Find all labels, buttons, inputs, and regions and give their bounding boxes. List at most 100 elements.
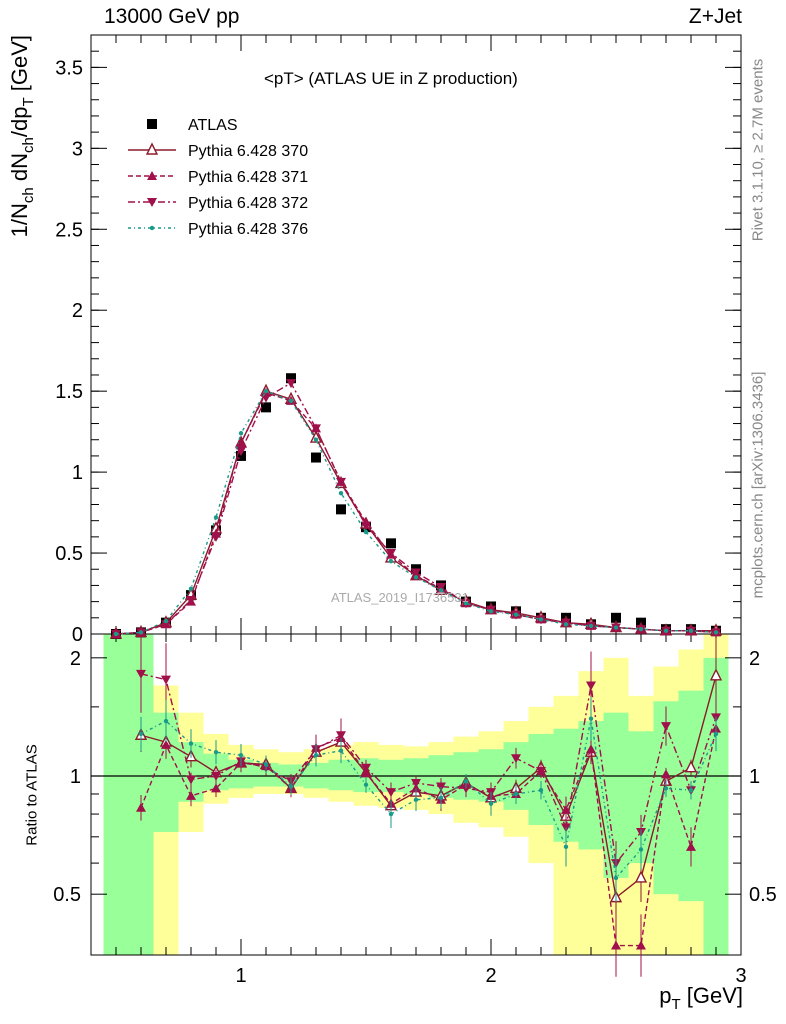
data-point <box>563 622 569 627</box>
ratio-data-point <box>211 772 221 782</box>
data-point <box>663 628 669 633</box>
ratio-data-point <box>186 790 196 800</box>
legend-marker <box>147 198 157 207</box>
ratio-data-point <box>688 788 694 793</box>
ratio-data-point <box>388 811 394 817</box>
ratio-series-pythia-6-428-376 <box>138 696 719 902</box>
ratio-data-point <box>263 762 269 767</box>
x-tick-label: 2 <box>485 965 496 987</box>
data-point <box>286 373 296 384</box>
ratio-data-point <box>413 797 419 802</box>
header-left-label: 13000 GeV pp <box>104 5 240 28</box>
ratio-data-point <box>411 778 421 788</box>
ratio-data-point <box>536 766 546 776</box>
legend-marker <box>147 119 157 129</box>
ratio-data-point <box>186 775 196 785</box>
data-point <box>311 424 321 434</box>
ratio-data-point <box>611 940 621 950</box>
y-tick-label: 3 <box>72 138 83 160</box>
data-point <box>313 437 319 442</box>
data-point <box>361 521 371 531</box>
y-axis-title: 1/Nch dNch/dpT [GeV] <box>7 35 37 237</box>
data-point <box>188 586 194 591</box>
y-tick-label: 2.5 <box>55 219 83 241</box>
header-right-label: Z+Jet <box>688 5 742 28</box>
ratio-data-point <box>538 788 544 793</box>
ratio-data-point <box>661 722 671 732</box>
y-tick-label: 0 <box>72 624 83 646</box>
ratio-data-point <box>288 784 294 789</box>
data-point <box>613 625 619 630</box>
ratio-y-axis-label: Ratio to ATLAS <box>23 744 41 846</box>
x-axis-title: pT [GeV] <box>659 983 743 1013</box>
data-point <box>363 529 369 535</box>
data-point <box>611 612 621 623</box>
legend-marker <box>147 171 157 180</box>
ratio-data-point <box>338 748 344 753</box>
mcplots-label: mcplots.cern.ch [arXiv:1306.3436] <box>749 371 767 599</box>
data-point <box>388 558 394 564</box>
series-pythia-6-428-376 <box>113 388 719 637</box>
ratio-data-point <box>713 731 719 737</box>
ratio-data-point <box>563 844 569 850</box>
ratio-data-point <box>511 754 521 764</box>
ratio-data-point <box>638 847 644 852</box>
y-tick-label: 2 <box>72 300 83 322</box>
y-tick-label: 0.5 <box>55 543 83 565</box>
x-tick-label: 3 <box>735 965 746 987</box>
ratio-data-point <box>661 769 671 779</box>
legend-label: Pythia 6.428 370 <box>188 143 308 160</box>
data-point <box>186 596 196 606</box>
y-tick-label: 3.5 <box>55 57 83 79</box>
ratio-data-point <box>613 875 619 881</box>
ratio-data-point <box>488 801 494 806</box>
legend-marker <box>149 225 155 231</box>
data-point <box>438 588 444 593</box>
ratio-data-point <box>463 779 469 784</box>
data-point <box>161 620 171 630</box>
data-point <box>288 398 294 404</box>
data-point <box>386 538 396 549</box>
data-point <box>338 490 344 496</box>
main-chart-title: <pT> (ATLAS UE in Z production) <box>264 69 518 88</box>
data-point <box>488 609 494 614</box>
ratio-plot-series <box>134 635 723 977</box>
ratio-band-green <box>103 634 129 955</box>
ratio-series-line <box>140 673 717 865</box>
ratio-data-point <box>513 791 519 797</box>
data-point <box>713 630 719 635</box>
y-tick-label: 1.5 <box>55 381 83 403</box>
ratio-data-point <box>138 731 144 737</box>
rivet-label: Rivet 3.1.10, ≥ 2.7M events <box>749 58 767 242</box>
main-plot-axes: 0 0.5 1 1.5 2 2.5 3 3.5 <box>55 34 742 646</box>
data-point <box>213 515 219 520</box>
ratio-data-point <box>136 802 146 812</box>
legend-marker <box>145 142 159 155</box>
ratio-data-point <box>313 752 319 758</box>
ratio-data-point <box>161 675 171 685</box>
data-point <box>236 447 246 457</box>
data-point <box>211 532 221 542</box>
ratio-data-point <box>709 668 723 681</box>
data-point <box>413 575 419 580</box>
data-point <box>386 549 396 559</box>
ratio-y-tick-label-right: 0.5 <box>749 884 777 906</box>
ratio-y-tick-label-right: 1 <box>749 766 760 788</box>
data-point <box>163 618 169 624</box>
data-point <box>436 583 446 593</box>
ratio-data-point <box>461 784 471 794</box>
ratio-data-point <box>211 783 221 793</box>
data-point <box>311 452 321 463</box>
ratio-y-tick-label-right: 2 <box>749 648 760 670</box>
data-point <box>336 504 346 515</box>
data-point <box>513 612 519 617</box>
ratio-data-point <box>636 940 646 950</box>
ratio-data-point <box>586 681 596 691</box>
ratio-data-point <box>163 718 169 724</box>
legend-label: Pythia 6.428 376 <box>188 221 308 238</box>
ratio-data-point <box>684 760 698 773</box>
ratio-data-point <box>238 752 244 758</box>
data-point <box>463 601 469 606</box>
y-tick-label: 1 <box>72 462 83 484</box>
